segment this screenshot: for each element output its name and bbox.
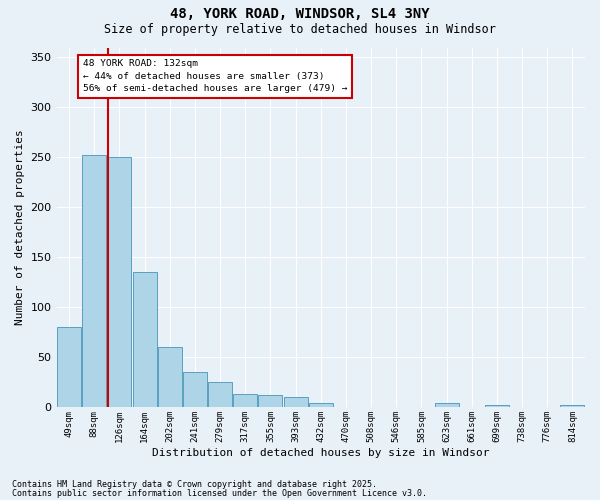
Bar (560, 405, 584, 407)
Bar (158, 347, 182, 407)
Bar (434, 403, 458, 407)
Text: 48 YORK ROAD: 132sqm
← 44% of detached houses are smaller (373)
56% of semi-deta: 48 YORK ROAD: 132sqm ← 44% of detached h… (83, 60, 347, 94)
Text: 48, YORK ROAD, WINDSOR, SL4 3NY: 48, YORK ROAD, WINDSOR, SL4 3NY (170, 8, 430, 22)
Bar (57, 327, 81, 407)
Bar (133, 272, 157, 407)
Bar (259, 395, 283, 407)
Bar (485, 405, 509, 407)
Text: Size of property relative to detached houses in Windsor: Size of property relative to detached ho… (104, 22, 496, 36)
Bar (107, 158, 131, 407)
X-axis label: Distribution of detached houses by size in Windsor: Distribution of detached houses by size … (152, 448, 490, 458)
Bar (82, 156, 106, 407)
Text: Contains public sector information licensed under the Open Government Licence v3: Contains public sector information licen… (12, 488, 427, 498)
Bar (183, 372, 207, 407)
Bar (233, 394, 257, 407)
Text: Contains HM Land Registry data © Crown copyright and database right 2025.: Contains HM Land Registry data © Crown c… (12, 480, 377, 489)
Bar (309, 403, 333, 407)
Y-axis label: Number of detached properties: Number of detached properties (15, 130, 25, 325)
Bar (284, 397, 308, 407)
Bar (208, 382, 232, 407)
